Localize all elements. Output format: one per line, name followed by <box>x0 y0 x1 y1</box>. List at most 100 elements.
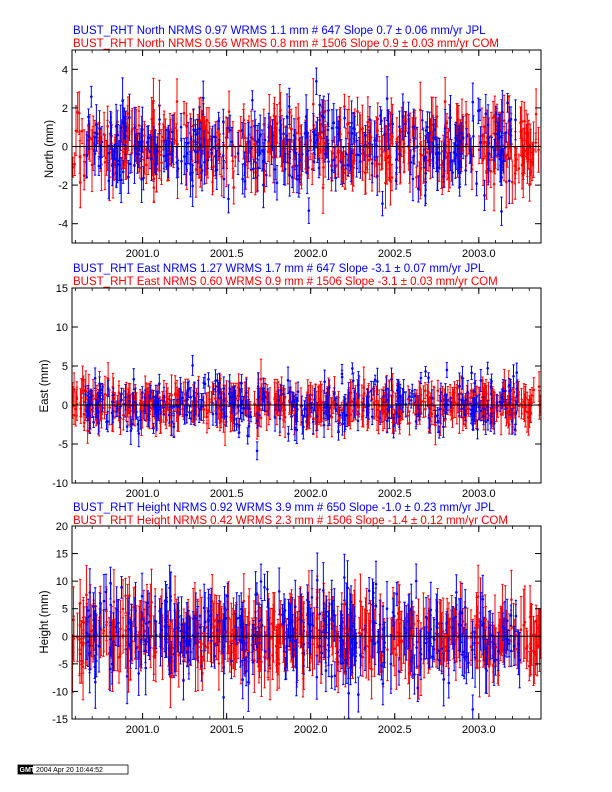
data-point <box>480 134 484 138</box>
data-point <box>221 154 225 157</box>
data-point <box>75 402 79 406</box>
data-point <box>330 415 334 419</box>
data-point <box>127 136 130 139</box>
data-point <box>431 114 435 118</box>
data-point <box>502 119 506 122</box>
data-point <box>175 161 179 164</box>
data-point <box>142 158 146 162</box>
data-point <box>225 146 229 150</box>
data-point <box>121 121 125 124</box>
data-point <box>517 390 520 394</box>
data-point <box>368 118 372 121</box>
data-point <box>349 165 353 168</box>
data-point <box>522 119 526 123</box>
data-point <box>322 116 326 119</box>
data-point <box>295 164 298 168</box>
data-point <box>278 101 282 105</box>
data-point <box>330 126 334 130</box>
north-jpl-title: BUST_RHT North NRMS 0.97 WRMS 1.1 mm # 6… <box>73 25 486 37</box>
data-point <box>233 155 237 158</box>
data-point <box>332 121 336 125</box>
data-point <box>240 129 244 132</box>
east-com-title: BUST_RHT East NRMS 0.60 WRMS 0.9 mm # 15… <box>73 276 498 288</box>
data-point <box>293 151 297 155</box>
east-plot-area: 2001.0 2001.5 2002.0 2002.5 2003.0-10-505101… <box>52 283 542 500</box>
data-point <box>218 421 222 424</box>
data-point <box>343 171 347 175</box>
data-point <box>320 114 324 118</box>
data-point <box>133 126 136 130</box>
data-point <box>198 127 201 131</box>
data-point <box>103 392 107 396</box>
data-point <box>192 128 195 131</box>
data-point <box>508 146 512 150</box>
east-panel: BUST_RHT East NRMS 1.27 WRMS 1.7 mm # 64… <box>39 263 542 500</box>
data-point <box>511 180 514 184</box>
data-point <box>85 154 89 158</box>
data-point <box>148 150 152 154</box>
data-point <box>87 115 90 119</box>
data-point <box>507 143 510 146</box>
data-point <box>164 412 167 416</box>
data-point <box>80 129 84 133</box>
data-point <box>142 176 145 180</box>
data-point <box>194 168 198 171</box>
data-point <box>251 98 254 102</box>
data-point <box>306 152 309 156</box>
data-point <box>418 108 422 112</box>
data-point <box>381 202 384 205</box>
data-point <box>115 171 118 175</box>
data-point <box>254 160 257 164</box>
data-point <box>258 133 262 136</box>
data-point <box>136 153 140 156</box>
data-point <box>534 112 538 116</box>
data-point <box>433 128 437 132</box>
data-point <box>362 392 366 395</box>
data-point <box>118 174 122 177</box>
data-point <box>230 140 234 144</box>
data-point <box>317 166 321 170</box>
data-point <box>106 125 109 128</box>
data-point <box>321 166 325 169</box>
data-point <box>212 165 215 168</box>
data-point <box>253 124 257 128</box>
data-point <box>283 168 287 171</box>
data-point <box>124 125 128 128</box>
north-y-axis-label: North (mm) <box>44 120 56 178</box>
data-point <box>428 152 432 156</box>
data-point <box>497 124 501 128</box>
y-tick-label: 2 <box>62 103 68 115</box>
data-point <box>191 171 194 174</box>
data-point <box>438 152 441 155</box>
data-point <box>171 149 174 153</box>
data-point <box>534 141 538 144</box>
data-point <box>288 174 291 177</box>
data-point <box>468 148 472 151</box>
data-point <box>406 397 410 401</box>
data-point <box>359 127 362 131</box>
data-point <box>474 419 478 423</box>
data-point <box>113 400 117 404</box>
data-point <box>530 160 534 164</box>
data-point <box>424 129 428 132</box>
data-point <box>428 131 431 135</box>
data-point <box>504 180 508 184</box>
data-point <box>282 132 285 136</box>
data-point <box>226 126 230 130</box>
data-point <box>181 407 184 411</box>
data-point <box>251 137 255 141</box>
data-point <box>97 164 101 168</box>
data-point <box>334 176 338 180</box>
data-point <box>335 126 338 129</box>
data-point <box>360 401 364 404</box>
data-point <box>507 179 511 183</box>
data-point <box>145 141 149 144</box>
data-point <box>524 132 528 135</box>
data-point <box>303 132 307 135</box>
data-point <box>285 115 289 118</box>
data-point <box>521 173 525 177</box>
data-point <box>98 127 101 130</box>
data-point <box>264 173 268 177</box>
data-point <box>517 167 521 170</box>
